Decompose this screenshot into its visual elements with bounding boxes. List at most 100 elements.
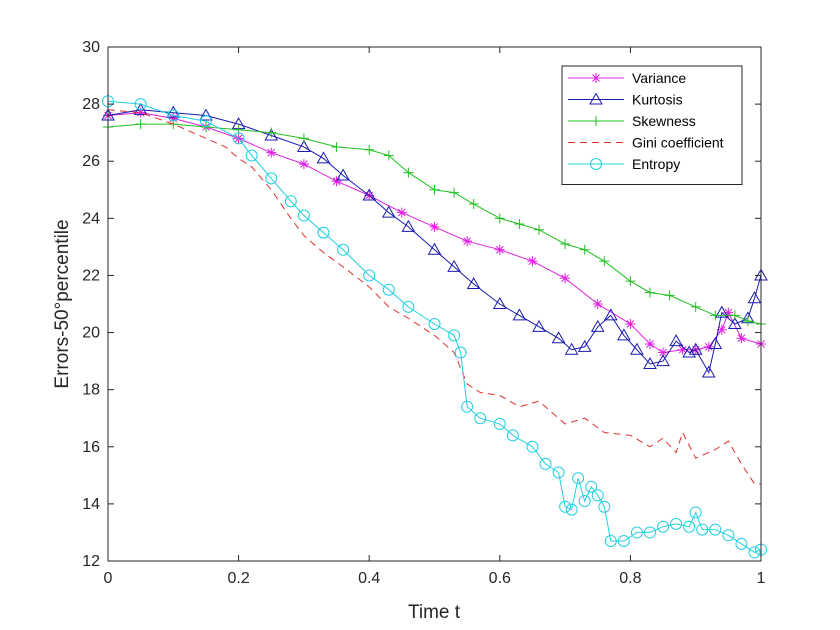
data-point-kurtosis: [532, 319, 546, 332]
data-point-entropy: [591, 489, 604, 502]
data-point-skewness: [383, 150, 394, 161]
data-point-kurtosis: [590, 319, 605, 332]
data-point-entropy: [748, 546, 761, 559]
legend-marker-kurtosis: [589, 92, 603, 105]
x-tick-label: 0: [104, 570, 113, 587]
data-point-entropy: [552, 466, 565, 479]
data-point-kurtosis: [492, 296, 507, 309]
data-point-entropy: [696, 523, 709, 536]
y-tick-label: 26: [82, 153, 100, 170]
data-point-kurtosis: [747, 291, 762, 304]
data-point-kurtosis: [447, 259, 461, 272]
data-point-kurtosis: [336, 168, 350, 181]
data-point-variance: [625, 318, 636, 329]
data-point-entropy: [167, 109, 180, 122]
data-point-entropy: [630, 526, 643, 539]
data-point-variance: [462, 236, 473, 247]
data-point-kurtosis: [701, 365, 716, 378]
data-point-kurtosis: [427, 242, 442, 255]
data-point-entropy: [683, 520, 696, 533]
legend-item-entropy: Entropy: [568, 156, 680, 172]
data-point-entropy: [199, 115, 212, 128]
data-point-skewness: [403, 167, 414, 178]
data-point-kurtosis: [656, 354, 670, 367]
data-point-entropy: [284, 195, 297, 208]
data-point-skewness: [494, 213, 505, 224]
data-point-entropy: [572, 472, 585, 485]
data-point-kurtosis: [512, 308, 527, 321]
y-tick-label: 24: [82, 210, 100, 227]
series-line-gini-coefficient: [107, 109, 761, 485]
data-point-variance: [736, 333, 747, 344]
y-tick-label: 14: [82, 496, 100, 513]
data-point-entropy: [735, 537, 748, 550]
data-point-entropy: [493, 417, 506, 430]
data-point-entropy: [689, 506, 702, 519]
y-tick-label: 20: [82, 325, 100, 342]
data-point-entropy: [134, 98, 147, 111]
x-tick-label: 0.6: [489, 570, 511, 587]
data-point-variance: [527, 256, 538, 267]
data-point-entropy: [709, 523, 722, 536]
data-point-entropy: [585, 480, 598, 493]
data-point-entropy: [598, 500, 611, 513]
data-point-entropy: [461, 400, 474, 413]
data-point-entropy: [670, 517, 683, 530]
data-point-variance: [429, 221, 440, 232]
data-point-kurtosis: [682, 345, 697, 358]
data-point-skewness: [514, 219, 525, 230]
y-axis-label: Errors-50°percentile: [52, 219, 73, 388]
data-point-variance: [658, 347, 669, 358]
data-point-entropy: [454, 346, 467, 359]
data-point-entropy: [363, 269, 376, 282]
legend-marker-variance: [591, 73, 601, 83]
data-point-entropy: [265, 172, 278, 185]
data-point-entropy: [578, 495, 591, 508]
data-point-kurtosis: [297, 139, 311, 152]
series-line-entropy: [107, 100, 762, 553]
data-point-kurtosis: [669, 334, 683, 347]
y-tick-label: 28: [82, 96, 100, 113]
legend-box: [561, 65, 743, 185]
data-point-skewness: [266, 127, 277, 138]
data-point-kurtosis: [264, 128, 279, 141]
data-point-kurtosis: [362, 188, 377, 201]
data-point-skewness: [729, 310, 740, 321]
data-point-kurtosis: [728, 316, 742, 329]
series-layer: [101, 95, 768, 559]
data-point-skewness: [449, 187, 460, 198]
data-point-entropy: [559, 500, 572, 513]
data-point-skewness: [579, 244, 590, 255]
data-point-variance: [298, 159, 309, 170]
data-point-entropy: [722, 529, 735, 542]
data-point-entropy: [337, 243, 350, 256]
legend-marker-entropy: [590, 158, 602, 170]
legend-item-skewness: Skewness: [568, 113, 696, 129]
data-point-entropy: [643, 526, 656, 539]
data-point-skewness: [664, 290, 675, 301]
legend-item-gini-coefficient: Gini coefficient: [568, 135, 724, 151]
data-point-variance: [677, 344, 688, 355]
data-point-skewness: [331, 141, 342, 152]
legend-item-variance: Variance: [568, 70, 686, 86]
data-point-skewness: [135, 119, 146, 130]
x-tick-label: 0.2: [227, 570, 249, 587]
data-point-variance: [396, 207, 407, 218]
x-tick-label: 0.8: [619, 570, 641, 587]
data-point-skewness: [690, 301, 701, 312]
data-point-skewness: [429, 184, 440, 195]
data-point-entropy: [657, 520, 670, 533]
data-point-kurtosis: [617, 328, 631, 341]
data-point-kurtosis: [577, 339, 592, 352]
series-line-kurtosis: [107, 109, 762, 374]
data-point-kurtosis: [166, 105, 181, 118]
data-point-kurtosis: [630, 342, 644, 355]
data-point-skewness: [364, 144, 375, 155]
data-point-variance: [723, 307, 734, 318]
legend-label-gini-coefficient: Gini coefficient: [632, 135, 724, 151]
data-point-skewness: [742, 316, 753, 327]
data-point-entropy: [297, 209, 310, 222]
data-point-entropy: [539, 457, 552, 470]
data-point-variance: [560, 273, 571, 284]
